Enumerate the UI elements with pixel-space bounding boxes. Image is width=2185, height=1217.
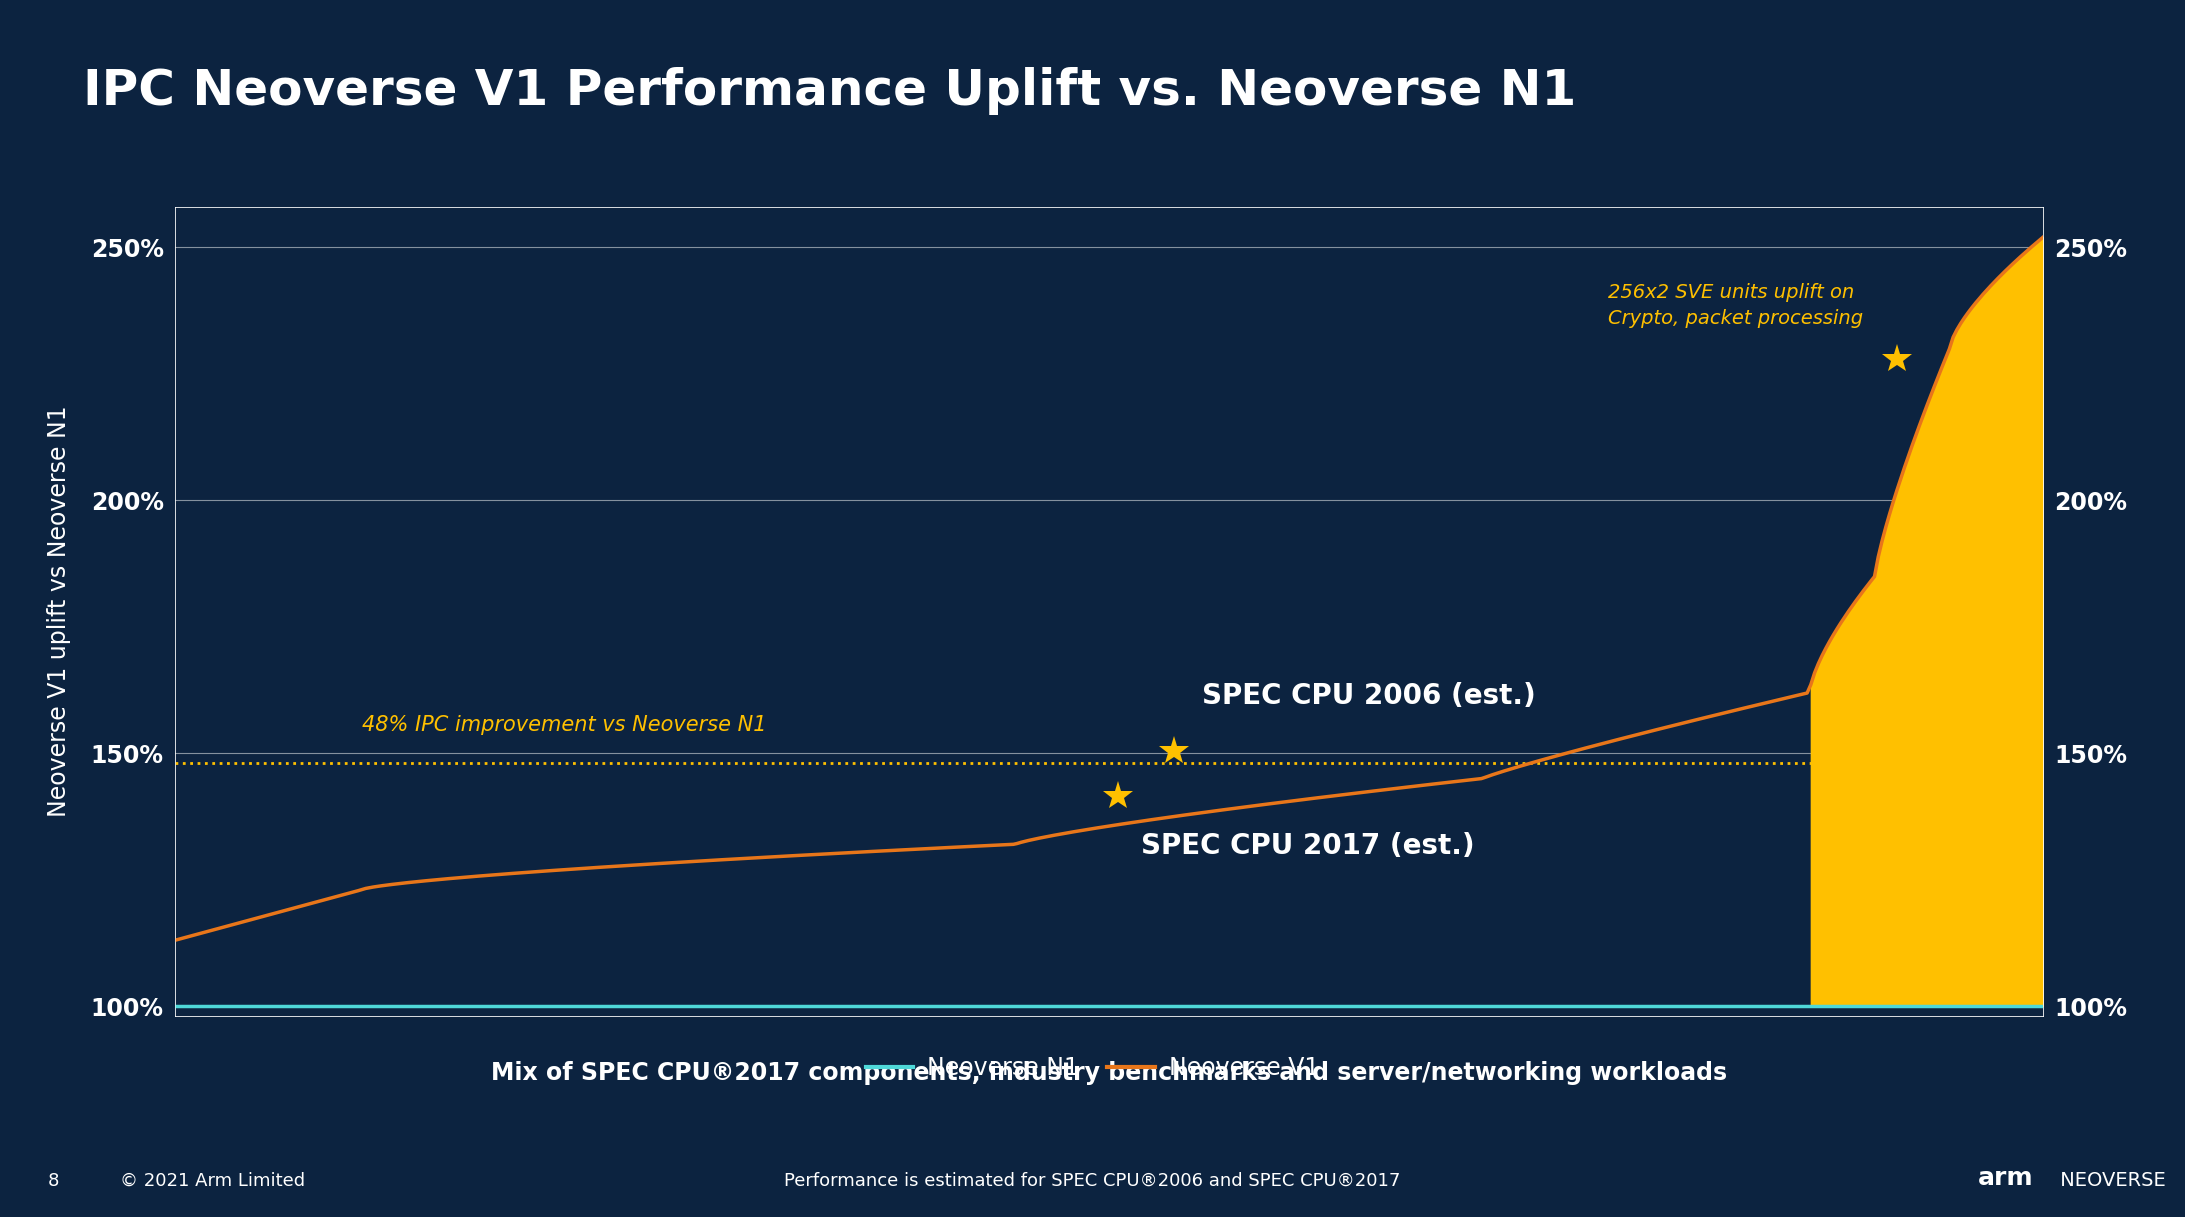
Text: 48% IPC improvement vs Neoverse N1: 48% IPC improvement vs Neoverse N1 — [363, 716, 767, 735]
Text: © 2021 Arm Limited: © 2021 Arm Limited — [120, 1172, 306, 1190]
Text: IPC Neoverse V1 Performance Uplift vs. Neoverse N1: IPC Neoverse V1 Performance Uplift vs. N… — [83, 67, 1575, 114]
Text: 256x2 SVE units uplift on
Crypto, packet processing: 256x2 SVE units uplift on Crypto, packet… — [1608, 282, 1864, 329]
Text: SPEC CPU 2006 (est.): SPEC CPU 2006 (est.) — [1202, 683, 1536, 711]
Text: arm: arm — [1977, 1166, 2032, 1190]
Text: Performance is estimated for SPEC CPU®2006 and SPEC CPU®2017: Performance is estimated for SPEC CPU®20… — [784, 1172, 1401, 1190]
Legend: Neoverse N1, Neoverse V1: Neoverse N1, Neoverse V1 — [857, 1047, 1328, 1089]
Text: 8: 8 — [48, 1172, 59, 1190]
Text: NEOVERSE: NEOVERSE — [2054, 1171, 2165, 1190]
Y-axis label: Neoverse V1 uplift vs Neoverse N1: Neoverse V1 uplift vs Neoverse N1 — [48, 405, 72, 818]
Text: SPEC CPU 2017 (est.): SPEC CPU 2017 (est.) — [1141, 831, 1475, 859]
Text: Mix of SPEC CPU®2017 components, industry benchmarks and server/networking workl: Mix of SPEC CPU®2017 components, industr… — [492, 1061, 1726, 1084]
